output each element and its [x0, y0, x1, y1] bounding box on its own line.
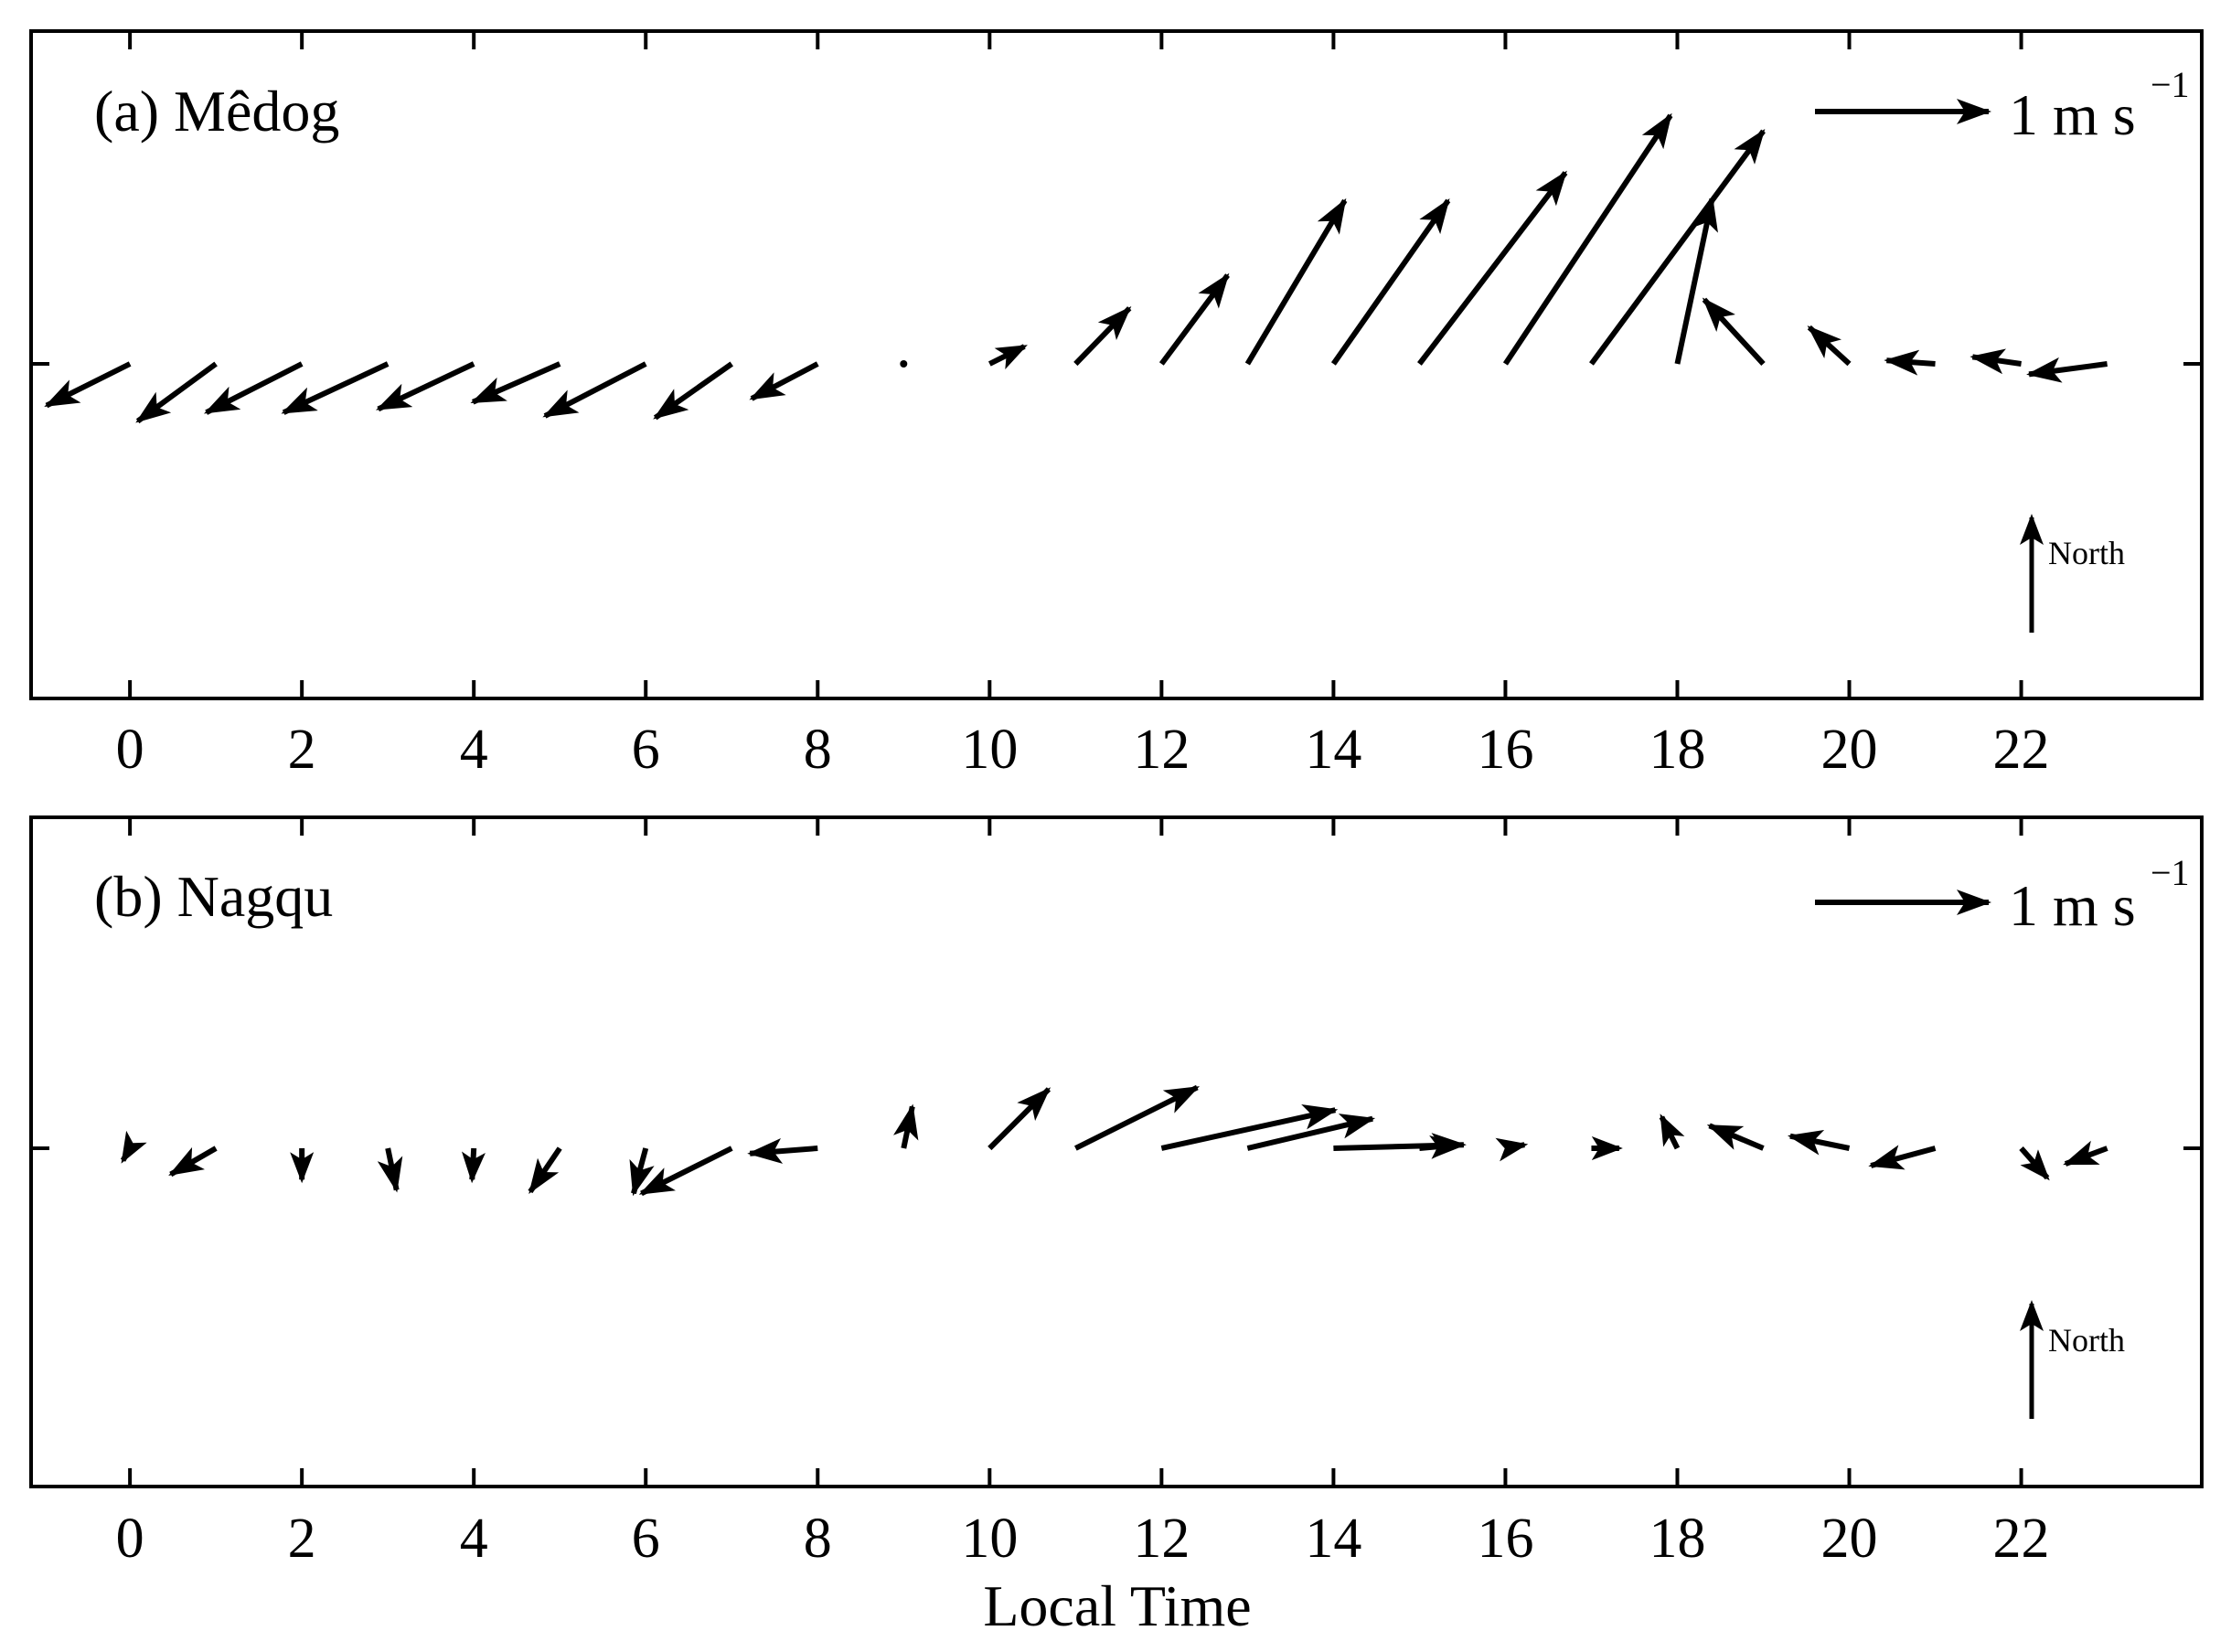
panel-medog-vector: [1702, 297, 1766, 367]
panel-medog-vector: [1244, 197, 1348, 366]
panel-nagqu-vector: [1419, 1135, 1462, 1159]
panel-medog-vector: [1073, 306, 1132, 367]
panel-medog-x-tick-label: 14: [1305, 719, 1361, 781]
panel-medog-vector: [1330, 197, 1451, 366]
panel-medog-x-tick-label: 10: [961, 719, 1018, 781]
panel-medog-vector: [653, 361, 733, 421]
panel-nagqu-vector: [747, 1138, 818, 1164]
panel-medog-vector: [1969, 348, 2022, 375]
panel-nagqu-x-axis: 0 2 4 6 8 10 12 14 16 18 20 22: [116, 817, 2050, 1570]
panel-medog-vector: [203, 361, 304, 415]
panel-nagqu-x-tick-label: 20: [1821, 1508, 1878, 1570]
north-label: North: [2048, 1322, 2125, 1359]
panel-nagqu-x-tick-label: 0: [116, 1508, 144, 1570]
panel-medog-vectors: [44, 112, 2108, 424]
panel-medog-x-tick-label: 8: [804, 719, 832, 781]
panel-nagqu-vector: [629, 1147, 655, 1197]
panel-nagqu-vectors: [120, 1084, 2108, 1197]
panel-nagqu-x-tick-label: 16: [1477, 1508, 1533, 1570]
reference-label-exponent: −1: [2151, 64, 2190, 105]
panel-nagqu-frame: [29, 815, 2204, 1488]
panel-medog-vector: [470, 361, 561, 405]
panel-nagqu-vector: [120, 1130, 147, 1164]
panel-medog-vector: [1807, 325, 1852, 367]
north-label: North: [2048, 535, 2125, 571]
panel-nagqu-vector: [1868, 1145, 1937, 1170]
panel-medog-vector: [281, 361, 390, 415]
panel-nagqu-x-tick-label: 22: [1993, 1508, 2050, 1570]
panel-nagqu-vector: [987, 1087, 1051, 1151]
panel-nagqu-vector: [638, 1146, 733, 1197]
panel-nagqu-x-tick-label: 10: [961, 1508, 1018, 1570]
panel-nagqu-vector: [1160, 1104, 1339, 1151]
panel-nagqu-vector: [892, 1103, 919, 1149]
panel-medog-vector: [375, 361, 475, 412]
reference-label: 1 m s: [2009, 82, 2136, 147]
reference-label-main: 1 m s: [2009, 873, 2136, 938]
x-axis-label: Local Time: [983, 1573, 1251, 1638]
panel-medog-vector: [2026, 357, 2108, 383]
panel-medog-x-tick-label: 12: [1133, 719, 1190, 781]
panel-nagqu-vector: [2063, 1140, 2108, 1167]
panel-medog-x-tick-label: 4: [460, 719, 488, 781]
panel-medog-reference-vector: 1 m s −1: [1815, 64, 2190, 147]
panel-medog-title: (a) Mêdog: [94, 79, 339, 144]
panel-nagqu-vector: [377, 1147, 403, 1193]
panel-nagqu-x-tick-label: 4: [460, 1508, 488, 1570]
panel-medog-vector: [1502, 112, 1673, 366]
panel-nagqu-vector: [461, 1147, 486, 1184]
panel-medog-x-tick-label: 0: [116, 719, 144, 781]
reference-label: 1 m s: [2009, 873, 2136, 938]
panel-medog-x-tick-label: 6: [632, 719, 660, 781]
panel-medog-vector: [1589, 128, 1766, 366]
panel-nagqu-reference-vector: 1 m s −1: [1815, 852, 2190, 938]
panel-medog-vector: [900, 360, 908, 368]
panel-nagqu-title: (b) Nagqu: [94, 864, 333, 929]
panel-medog-x-tick-label: 2: [288, 719, 316, 781]
panel-medog-frame: [29, 29, 2204, 700]
panel-medog-vector: [749, 361, 819, 401]
panel-nagqu-x-tick-label: 18: [1649, 1508, 1705, 1570]
panel-nagqu-x-tick-label: 14: [1305, 1508, 1361, 1570]
panel-medog-vector: [1674, 196, 1718, 365]
panel-medog-vector: [1417, 170, 1568, 366]
panel-nagqu-north-indicator: North: [2020, 1300, 2125, 1419]
panel-nagqu-vector: [528, 1146, 562, 1194]
panel-medog: (a) Mêdog 1 m s −1 North 0 2 4 6 8 10 12 14 16 18…: [29, 29, 2204, 781]
panel-medog-vector: [135, 361, 218, 424]
panel-nagqu-x-tick-label: 8: [804, 1508, 832, 1570]
panel-medog-north-indicator: North: [2020, 514, 2125, 633]
panel-nagqu-vector: [1073, 1084, 1201, 1151]
reference-label-main: 1 m s: [2009, 82, 2136, 147]
panel-medog-x-tick-label: 22: [1993, 719, 2050, 781]
panel-nagqu-x-tick-label: 6: [632, 1508, 660, 1570]
panel-nagqu-x-tick-label: 2: [288, 1508, 316, 1570]
panel-medog-vector: [1884, 349, 1936, 376]
panel-medog-vector: [44, 361, 132, 409]
panel-nagqu: (b) Nagqu 1 m s −1 North 0 2 4 6 8 10 12 14 16 18…: [29, 815, 2204, 1570]
panel-medog-vector: [542, 361, 647, 419]
panel-nagqu-vector: [1706, 1123, 1765, 1151]
panel-nagqu-vector: [1246, 1114, 1376, 1151]
panel-medog-x-tick-label: 18: [1649, 719, 1705, 781]
panel-nagqu-vector: [168, 1146, 218, 1178]
panel-nagqu-x-tick-label: 12: [1133, 1508, 1190, 1570]
panel-nagqu-vector: [1495, 1137, 1529, 1162]
reference-label-exponent: −1: [2151, 852, 2190, 893]
panel-medog-vector: [987, 344, 1028, 370]
panel-medog-x-tick-label: 20: [1821, 719, 1878, 781]
panel-medog-x-axis: 0 2 4 6 8 10 12 14 16 18 20 22: [116, 31, 2050, 781]
panel-nagqu-vector: [1659, 1114, 1685, 1150]
panel-nagqu-vector: [2019, 1146, 2050, 1181]
panel-medog-x-tick-label: 16: [1477, 719, 1533, 781]
panel-nagqu-vector: [1787, 1130, 1851, 1156]
panel-medog-vector: [1158, 272, 1230, 366]
